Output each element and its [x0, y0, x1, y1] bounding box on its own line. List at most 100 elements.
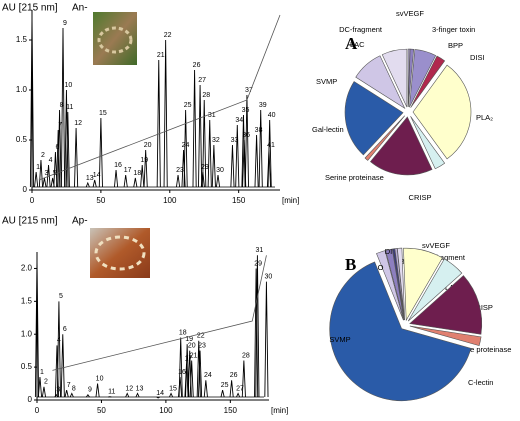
peak-label: 25	[221, 382, 229, 389]
peak-label: 16	[178, 369, 186, 376]
x-axis-label: [min]	[271, 406, 288, 415]
peak	[236, 392, 241, 398]
peak	[198, 84, 203, 188]
peak	[255, 255, 260, 398]
slice-label: svVEGF	[422, 241, 450, 250]
peak	[125, 392, 130, 398]
peak-label: 31	[256, 247, 264, 254]
slice-label: SVMP	[329, 335, 350, 344]
peak-label: 17	[124, 167, 132, 174]
pie-slice	[376, 250, 404, 321]
peak	[264, 281, 269, 398]
slice-label: Serine proteinase	[453, 345, 512, 354]
peak-label: 14	[93, 172, 101, 179]
x-tick-label: 150	[224, 406, 238, 415]
peak-label: 26	[230, 372, 238, 379]
peak	[56, 129, 61, 188]
peak	[220, 390, 225, 398]
peak	[200, 171, 205, 188]
peak-label: 8	[72, 385, 76, 392]
y-axis-label: AU [215 nm]	[2, 216, 58, 227]
peak	[229, 380, 234, 398]
y-tick-label: 1.0	[16, 85, 28, 94]
chart-title: Ap-	[72, 216, 88, 227]
peak-label: 32	[212, 137, 220, 144]
peak-label: 27	[198, 77, 206, 84]
pie-slice	[403, 247, 443, 322]
peak	[29, 14, 35, 188]
peak	[85, 393, 90, 398]
peak-label: 9	[63, 20, 67, 27]
x-axis-label: [min]	[282, 196, 299, 205]
peak	[235, 124, 240, 188]
peak	[69, 392, 74, 398]
peak	[254, 134, 259, 188]
slice-label: DISI	[385, 247, 400, 256]
peak-label: 2	[41, 152, 45, 159]
peak-label: 12	[125, 385, 133, 392]
peak	[64, 89, 69, 188]
peak-label: 13	[86, 175, 94, 182]
slice-label: DC-fragment	[339, 25, 383, 34]
peak	[197, 350, 203, 398]
slice-label: DC-fragment	[422, 253, 466, 262]
peak	[92, 179, 97, 188]
slice-label: CRISP	[470, 303, 493, 312]
peak	[169, 392, 174, 398]
slice-label: LAC	[350, 40, 365, 49]
peak-label: 10	[96, 375, 104, 382]
peak	[95, 383, 100, 398]
x-tick-label: 100	[163, 196, 177, 205]
peak-label: 18	[133, 170, 141, 177]
peak-label: 19	[185, 336, 193, 343]
peak-label: 40	[268, 112, 276, 119]
peak-label: 21	[157, 52, 165, 59]
peak-label: 38	[255, 127, 263, 134]
y-tick-label: 0.5	[21, 362, 33, 371]
pie-slice	[409, 275, 483, 335]
peak-label: 29	[254, 260, 262, 267]
peak	[140, 164, 145, 188]
peak	[258, 109, 263, 188]
y-tick-label: 1.0	[21, 329, 33, 338]
peak	[241, 360, 246, 398]
peak-label: 24	[204, 372, 212, 379]
peak-label: 3	[44, 170, 48, 177]
slice-label: Serine proteinase	[325, 173, 384, 182]
pie-slice	[409, 325, 482, 347]
pie-slice	[369, 116, 433, 176]
peak	[74, 127, 79, 188]
peak-label: 25	[184, 102, 192, 109]
peak	[189, 360, 194, 398]
y-tick-label: 1.5	[16, 35, 28, 44]
peak-label: 5	[59, 293, 63, 300]
pie-slice	[412, 64, 472, 160]
slice-label: PLA₂	[476, 113, 493, 122]
peak-label: 28	[202, 92, 210, 99]
y-tick-label: 2.0	[21, 264, 33, 273]
pie-slice	[364, 115, 405, 161]
peak	[254, 268, 259, 398]
peak-label: 15	[99, 110, 107, 117]
chart-title: An-	[72, 3, 88, 14]
peak-label: 16	[114, 162, 122, 169]
peak	[143, 149, 148, 188]
y-tick-label: 0.5	[16, 135, 28, 144]
peak-label: 22	[164, 32, 172, 39]
peak-label: 14	[156, 390, 164, 397]
peak	[156, 396, 160, 399]
peak	[133, 177, 138, 188]
peak-label: 9	[88, 387, 92, 394]
pie-slice	[410, 55, 446, 108]
peak-label: 22	[197, 333, 205, 340]
peak-label: 7	[67, 382, 71, 389]
pie-slice	[397, 247, 405, 321]
peak-label: 37	[245, 87, 253, 94]
peak-label: 23	[198, 343, 206, 350]
peak	[65, 111, 70, 188]
slice-label: BPP	[448, 41, 463, 50]
peak	[192, 69, 197, 188]
peak	[156, 59, 161, 188]
peak	[202, 99, 207, 188]
slice-label: DISI	[470, 53, 485, 62]
